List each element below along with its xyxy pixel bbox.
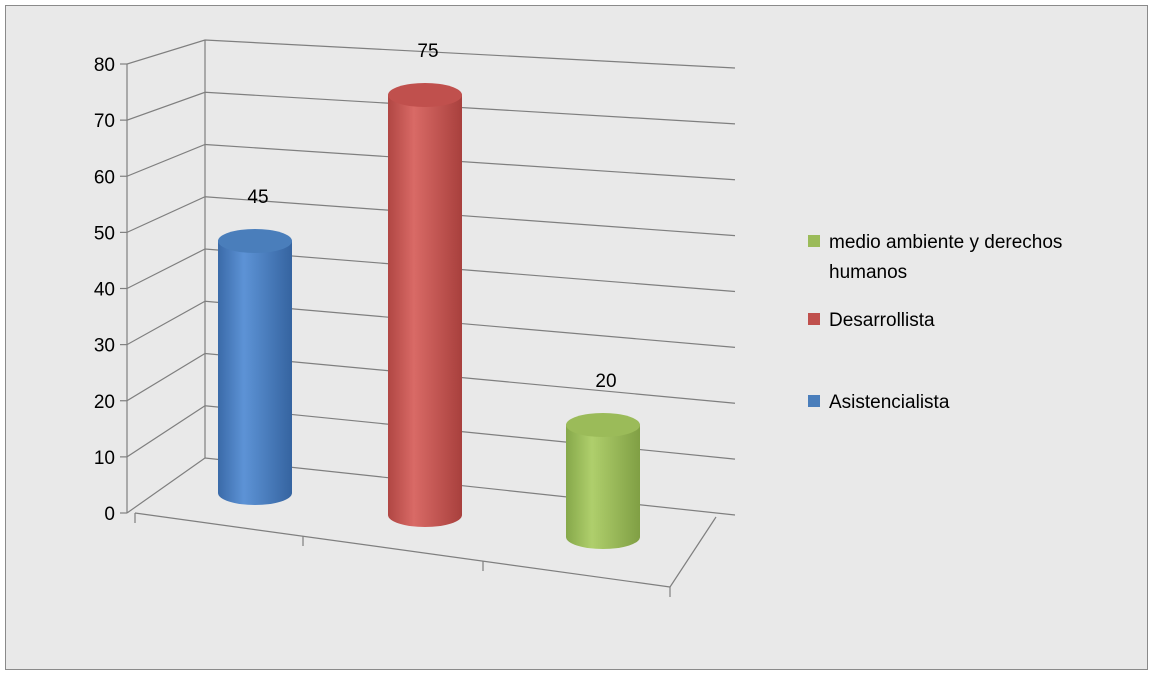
y-tick-label: 10 <box>94 448 115 469</box>
bar-top <box>388 83 462 107</box>
bar-desarrollista <box>388 83 462 527</box>
data-label: 20 <box>595 371 616 392</box>
data-labels: 45 75 20 <box>247 41 616 392</box>
axes: 0 10 20 30 40 50 60 70 80 <box>94 40 717 597</box>
bar-body <box>218 241 292 505</box>
y-tick-label: 40 <box>94 280 115 301</box>
bar-top <box>218 229 292 253</box>
y-tick-label: 30 <box>94 336 115 357</box>
y-tick-label: 70 <box>94 111 115 132</box>
data-label: 75 <box>417 41 438 62</box>
legend-swatch <box>808 313 820 325</box>
legend-label: humanos <box>829 262 907 283</box>
y-tick-label: 50 <box>94 223 115 244</box>
legend-label: Desarrollista <box>829 310 935 331</box>
bar-body <box>388 95 462 527</box>
legend-item: Asistencialista <box>808 392 950 413</box>
floor-right-edge <box>669 516 717 588</box>
legend-label: medio ambiente y derechos <box>829 232 1062 253</box>
bar-top <box>566 413 640 437</box>
x-axis-line <box>134 512 671 588</box>
bar-medio-ambiente-y-derechos-humanos <box>566 413 640 549</box>
legend: medio ambiente y derechos humanos Desarrol… <box>808 232 1062 413</box>
chart-area <box>5 5 1148 670</box>
bar-body <box>566 425 640 549</box>
legend-item: medio ambiente y derechos humanos <box>808 232 1062 283</box>
bar-asistencialista <box>218 229 292 505</box>
y-tick-label: 60 <box>94 167 115 188</box>
y-tick-label: 20 <box>94 392 115 413</box>
legend-label: Asistencialista <box>829 392 950 413</box>
y-tick-label: 0 <box>104 504 115 525</box>
bars <box>218 83 640 549</box>
legend-item: Desarrollista <box>808 310 935 331</box>
legend-swatch <box>808 395 820 407</box>
legend-swatch <box>808 235 820 247</box>
data-label: 45 <box>247 187 268 208</box>
y-tick-label: 80 <box>94 55 115 76</box>
